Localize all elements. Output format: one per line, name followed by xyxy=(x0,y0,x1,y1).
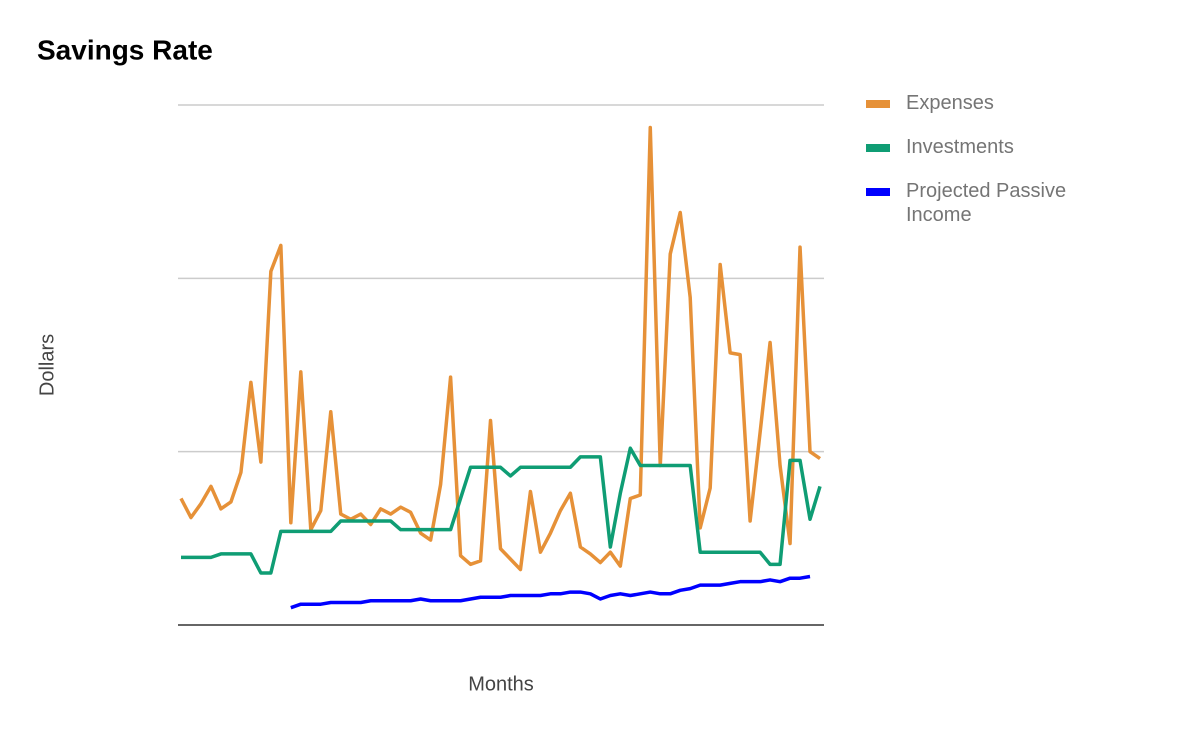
legend-swatch xyxy=(866,188,890,196)
legend-label: Investments xyxy=(906,136,1014,158)
legend-label: Expenses xyxy=(906,92,994,114)
legend-swatch xyxy=(866,144,890,152)
legend-swatch xyxy=(866,100,890,108)
series-line xyxy=(290,574,811,610)
series-line xyxy=(181,446,822,575)
x-axis-label: Months xyxy=(468,673,534,695)
series-line xyxy=(179,125,821,572)
chart-title: Savings Rate xyxy=(37,34,213,65)
legend-label: Projected Passive Income xyxy=(906,180,1067,226)
y-axis-label: Dollars xyxy=(36,334,58,396)
